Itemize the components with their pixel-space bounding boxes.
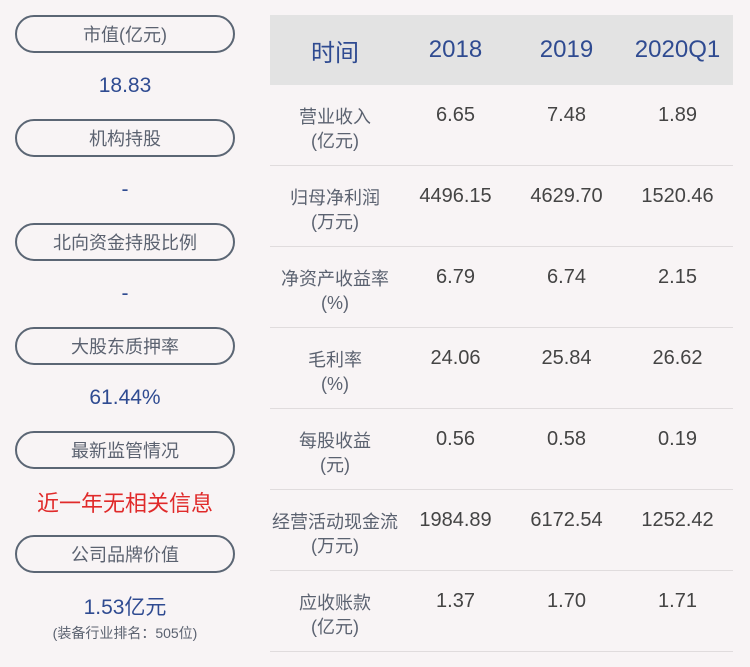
row-label: 净资产收益率 (%)	[270, 247, 400, 327]
row-name: 净资产收益率	[281, 269, 389, 289]
cell-2018: 6.79	[436, 266, 475, 288]
brand-rank: (装备行业排名：505位)	[52, 625, 198, 641]
cell-2018: 1.37	[436, 590, 475, 612]
row-name: 营业收入	[299, 107, 371, 127]
brand-value: 1.53亿元	[83, 596, 167, 619]
row-unit: (亿元)	[311, 131, 359, 151]
row-name: 每股收益	[299, 431, 371, 451]
row-name: 毛利率	[308, 350, 362, 370]
table-row: 归母净利润 (万元) 4496.15 4629.70 1520.46	[270, 166, 733, 247]
header-2018: 2018	[428, 36, 483, 63]
row-label: 毛利率 (%)	[270, 328, 400, 408]
pledge-ratio-value: 61.44%	[89, 386, 161, 409]
row-unit: (亿元)	[311, 617, 359, 637]
row-label: 应收账款 (亿元)	[270, 571, 400, 651]
row-unit: (元)	[320, 455, 350, 475]
cell-2019: 1.70	[547, 590, 586, 612]
cell-2020q1: 1520.46	[641, 185, 714, 207]
row-name: 应收账款	[299, 593, 371, 613]
table-row: 营业收入 (亿元) 6.65 7.48 1.89	[270, 85, 733, 166]
row-label: 经营活动现金流 (万元)	[270, 490, 400, 570]
cell-2020q1: 2.15	[658, 266, 697, 288]
row-unit: (万元)	[311, 536, 359, 556]
header-2019: 2019	[539, 36, 594, 63]
row-unit: (万元)	[311, 212, 359, 232]
table-row: 净资产收益率 (%) 6.79 6.74 2.15	[270, 247, 733, 328]
cell-2018: 6.65	[436, 104, 475, 126]
row-name: 经营活动现金流	[272, 512, 398, 532]
cell-2019: 6.74	[547, 266, 586, 288]
northbound-holding-label: 北向资金持股比例	[15, 223, 235, 261]
cell-2019: 7.48	[547, 104, 586, 126]
header-2020q1: 2020Q1	[634, 36, 721, 63]
table-row: 每股收益 (元) 0.56 0.58 0.19	[270, 409, 733, 490]
row-label: 每股收益 (元)	[270, 409, 400, 489]
northbound-holding-value: -	[121, 282, 129, 305]
row-label: 归母净利润 (万元)	[270, 166, 400, 246]
cell-2020q1: 0.19	[658, 428, 697, 450]
row-unit: (%)	[321, 293, 349, 313]
table-row: 毛利率 (%) 24.06 25.84 26.62	[270, 328, 733, 409]
cell-2019: 0.58	[547, 428, 586, 450]
cell-2020q1: 1.71	[658, 590, 697, 612]
cell-2018: 4496.15	[419, 185, 492, 207]
regulatory-status-label: 最新监管情况	[15, 431, 235, 469]
financial-table: 时间 2018 2019 2020Q1 营业收入 (亿元) 6.65 7.48 …	[270, 15, 733, 652]
summary-panel: 市值(亿元) 18.83 机构持股 - 北向资金持股比例 - 大股东质押率 61…	[15, 15, 235, 643]
brand-value-block: 1.53亿元 (装备行业排名：505位)	[15, 573, 235, 643]
cell-2018: 1984.89	[419, 509, 492, 531]
table-row: 经营活动现金流 (万元) 1984.89 6172.54 1252.42	[270, 490, 733, 571]
cell-2019: 4629.70	[530, 185, 603, 207]
pledge-ratio-label: 大股东质押率	[15, 327, 235, 365]
institutional-holding-label: 机构持股	[15, 119, 235, 157]
brand-value-label: 公司品牌价值	[15, 535, 235, 573]
table-header: 时间 2018 2019 2020Q1	[270, 15, 733, 85]
table-row: 应收账款 (亿元) 1.37 1.70 1.71	[270, 571, 733, 652]
cell-2020q1: 1252.42	[641, 509, 714, 531]
cell-2020q1: 1.89	[658, 104, 697, 126]
market-cap-label: 市值(亿元)	[15, 15, 235, 53]
cell-2018: 0.56	[436, 428, 475, 450]
regulatory-status-value: 近一年无相关信息	[36, 491, 213, 516]
row-label: 营业收入 (亿元)	[270, 85, 400, 165]
header-time: 时间	[311, 39, 359, 67]
institutional-holding-value: -	[121, 178, 129, 201]
cell-2019: 6172.54	[530, 509, 603, 531]
cell-2019: 25.84	[541, 347, 592, 369]
cell-2018: 24.06	[430, 347, 481, 369]
row-unit: (%)	[321, 374, 349, 394]
row-name: 归母净利润	[290, 188, 380, 208]
market-cap-value: 18.83	[98, 74, 152, 97]
cell-2020q1: 26.62	[652, 347, 703, 369]
